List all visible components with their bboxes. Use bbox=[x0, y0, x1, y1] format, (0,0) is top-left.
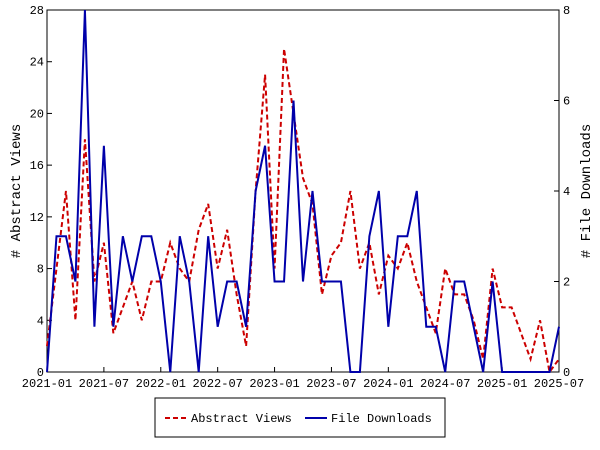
y2-axis-label: # File Downloads bbox=[579, 124, 595, 258]
x-tick-label: 2021-07 bbox=[79, 377, 129, 391]
y2-tick-label: 4 bbox=[563, 185, 570, 199]
x-tick-label: 2025-01 bbox=[477, 377, 527, 391]
x-tick-label: 2024-01 bbox=[363, 377, 413, 391]
legend-box bbox=[154, 397, 446, 438]
legend-label: Abstract Views bbox=[191, 412, 292, 426]
legend-label: File Downloads bbox=[331, 412, 432, 426]
plot-frame bbox=[46, 9, 560, 373]
y2-tick-label: 2 bbox=[563, 276, 570, 290]
series-line bbox=[46, 9, 560, 373]
y-axis-label: # Abstract Views bbox=[9, 124, 25, 258]
x-tick-label: 2024-07 bbox=[420, 377, 470, 391]
y-tick-label: 20 bbox=[30, 107, 44, 121]
y-tick-label: 8 bbox=[37, 263, 44, 277]
y2-tick-label: 8 bbox=[563, 4, 570, 18]
x-tick-label: 2023-01 bbox=[249, 377, 299, 391]
x-tick-label: 2023-07 bbox=[306, 377, 356, 391]
y-tick-label: 16 bbox=[30, 159, 44, 173]
y-tick-label: 28 bbox=[30, 4, 44, 18]
y-tick-label: 4 bbox=[37, 314, 44, 328]
x-tick-label: 2022-01 bbox=[136, 377, 186, 391]
x-tick-label: 2025-07 bbox=[534, 377, 584, 391]
y-tick-label: 12 bbox=[30, 211, 44, 225]
y-tick-label: 24 bbox=[30, 56, 44, 70]
y2-tick-label: 0 bbox=[563, 366, 570, 380]
y2-tick-label: 6 bbox=[563, 95, 570, 109]
x-tick-label: 2022-07 bbox=[192, 377, 242, 391]
x-tick-label: 2021-01 bbox=[22, 377, 72, 391]
series-line bbox=[46, 48, 560, 375]
y-tick-label: 0 bbox=[37, 366, 44, 380]
